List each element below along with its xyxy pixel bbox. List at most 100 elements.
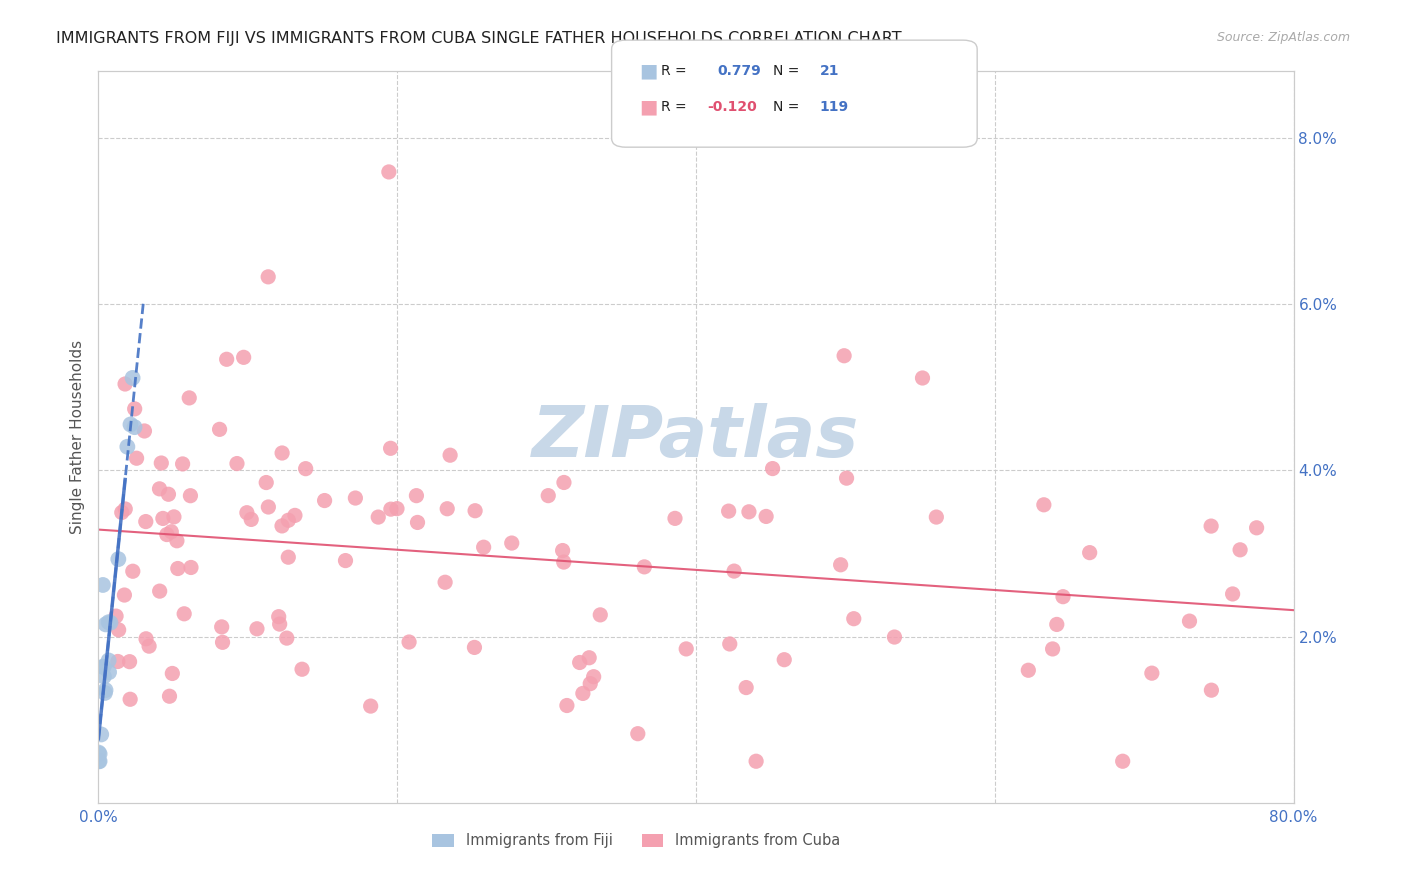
Point: [572, 686, 595, 700]
Point: [134, 424, 156, 438]
Point: [1042, 642, 1064, 657]
Point: [1078, 546, 1101, 560]
Point: [472, 540, 495, 554]
Point: [107, 623, 129, 637]
Point: [398, 635, 420, 649]
Point: [118, 655, 141, 669]
Point: [87, 746, 110, 760]
Point: [291, 662, 314, 676]
Text: -0.120: -0.120: [707, 100, 756, 114]
Point: [166, 533, 188, 548]
Point: [1178, 614, 1201, 628]
Point: [551, 543, 574, 558]
Legend: Immigrants from Fiji, Immigrants from Cuba: Immigrants from Fiji, Immigrants from Cu…: [426, 828, 846, 854]
Point: [835, 471, 858, 485]
Point: [93, 669, 115, 683]
Point: [717, 504, 740, 518]
Point: [1032, 498, 1054, 512]
Point: [344, 491, 367, 505]
Point: [97, 653, 120, 667]
Point: [380, 502, 402, 516]
Point: [1229, 542, 1251, 557]
Point: [1140, 666, 1163, 681]
Point: [211, 620, 233, 634]
Point: [553, 555, 575, 569]
Point: [163, 509, 186, 524]
Point: [180, 560, 202, 574]
Point: [124, 420, 146, 434]
Point: [152, 511, 174, 525]
Point: [1017, 663, 1039, 677]
Text: Source: ZipAtlas.com: Source: ZipAtlas.com: [1216, 31, 1350, 45]
Point: [405, 489, 427, 503]
Point: [90, 727, 112, 741]
Text: IMMIGRANTS FROM FIJI VS IMMIGRANTS FROM CUBA SINGLE FATHER HOUSEHOLDS CORRELATIO: IMMIGRANTS FROM FIJI VS IMMIGRANTS FROM …: [56, 31, 901, 46]
Text: 0.779: 0.779: [717, 64, 761, 78]
Point: [735, 681, 758, 695]
Point: [439, 448, 461, 462]
Point: [589, 607, 612, 622]
Point: [271, 446, 294, 460]
Text: 21: 21: [820, 64, 839, 78]
Text: ■: ■: [640, 62, 658, 81]
Point: [406, 516, 429, 530]
Point: [555, 698, 578, 713]
Point: [120, 692, 142, 706]
Point: [117, 440, 139, 454]
Point: [925, 510, 948, 524]
Point: [738, 505, 761, 519]
Point: [254, 475, 277, 490]
Point: [91, 659, 114, 673]
Point: [1199, 519, 1222, 533]
Point: [107, 655, 129, 669]
Point: [232, 351, 254, 365]
Y-axis label: Single Father Households: Single Father Households: [69, 340, 84, 534]
Point: [160, 524, 183, 539]
Point: [761, 461, 783, 475]
Point: [179, 489, 201, 503]
Point: [627, 727, 650, 741]
Point: [335, 553, 357, 567]
Point: [773, 653, 796, 667]
Point: [157, 487, 180, 501]
Point: [240, 512, 263, 526]
Point: [121, 371, 143, 385]
Point: [236, 506, 259, 520]
Point: [166, 561, 188, 575]
Point: [294, 461, 316, 475]
Point: [94, 686, 117, 700]
Point: [121, 564, 143, 578]
Point: [91, 578, 114, 592]
Point: [208, 422, 231, 436]
Point: [314, 493, 336, 508]
Point: [718, 637, 741, 651]
Point: [114, 377, 136, 392]
Point: [385, 501, 408, 516]
Point: [211, 635, 233, 649]
Point: [1201, 683, 1223, 698]
Text: N =: N =: [773, 100, 800, 114]
Point: [124, 401, 146, 416]
Point: [94, 683, 117, 698]
Point: [436, 501, 458, 516]
Point: [1046, 617, 1069, 632]
Point: [159, 690, 181, 704]
Point: [149, 584, 172, 599]
Point: [578, 650, 600, 665]
Point: [156, 527, 179, 541]
Point: [148, 482, 170, 496]
Text: R =: R =: [661, 100, 686, 114]
Point: [277, 550, 299, 565]
Point: [135, 632, 157, 646]
Point: [745, 754, 768, 768]
Point: [367, 510, 389, 524]
Point: [257, 269, 280, 284]
Point: [832, 349, 855, 363]
Point: [911, 371, 934, 385]
Point: [107, 552, 129, 566]
Point: [93, 660, 115, 674]
Text: ■: ■: [640, 97, 658, 117]
Point: [360, 699, 382, 714]
Point: [89, 754, 111, 768]
Point: [89, 747, 111, 761]
